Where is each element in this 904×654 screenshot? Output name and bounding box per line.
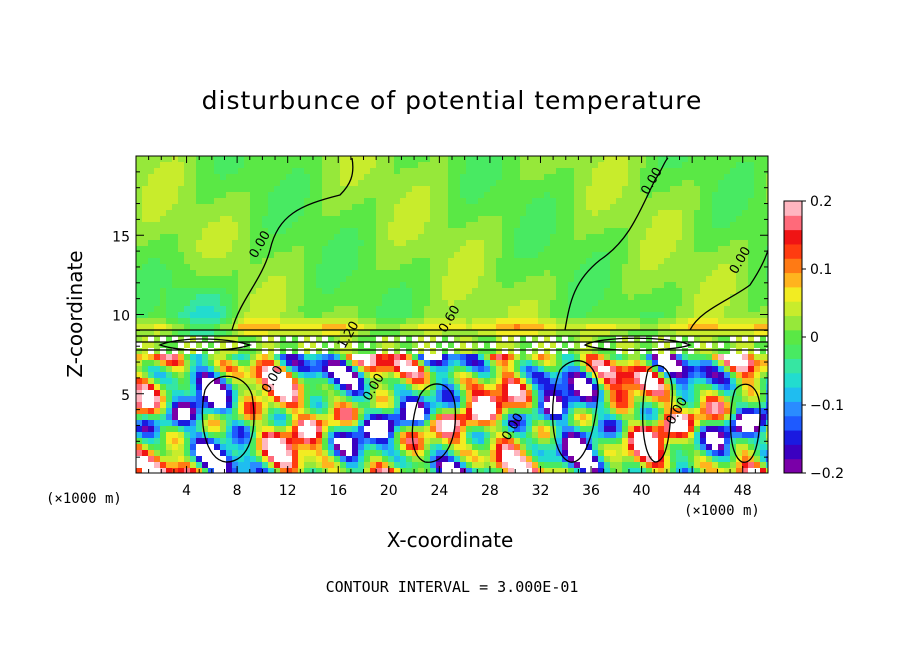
x-tick-label: 48 [734,483,752,499]
x-tick-label: 24 [430,483,448,499]
colorbar-tick-label: −0.1 [810,398,844,414]
y-tick-label: 15 [112,229,130,245]
colorbar-swatch [784,372,802,388]
colorbar-swatch [784,329,802,345]
colorbar-swatch [784,458,802,474]
colorbar-swatch [784,272,802,288]
contour-lines [136,157,768,463]
x-unit-left: (×1000 m) [46,491,122,507]
colorbar-swatch [784,358,802,374]
y-tick-label: 10 [112,309,130,325]
colorbar: 0.2 0.1 0 −0.1 −0.2 [783,194,844,482]
x-axis: 4 8 12 16 20 24 28 32 36 40 44 48 [148,156,756,499]
contour-line [158,338,253,351]
colorbar-swatch [784,315,802,331]
x-unit-right: (×1000 m) [684,503,760,519]
x-axis-label: X-coordinate [386,528,514,552]
colorbar-swatch [784,286,802,302]
colorbar-tick-label: −0.2 [810,466,844,482]
x-tick-label: 40 [633,483,651,499]
chart-title: disturbunce of potential temperature [201,86,703,115]
contour-line [729,383,761,463]
contour-line [564,157,669,331]
x-tick-label: 20 [380,483,398,499]
colorbar-tick-label: 0.2 [810,194,832,210]
contour-line [201,375,255,463]
x-tick-label: 28 [481,483,499,499]
y-tick-label: 5 [121,388,130,404]
colorbar-swatch [784,229,802,245]
colorbar-swatch [784,243,802,259]
colorbar-swatch [784,258,802,274]
colorbar-swatch [784,201,802,216]
x-tick-label: 36 [582,483,600,499]
contour-interval-note: CONTOUR INTERVAL = 3.000E-01 [325,578,579,596]
x-tick-label: 8 [233,483,242,499]
colorbar-swatch [784,215,802,231]
contour-line [552,360,599,463]
colorbar-swatch [784,415,802,431]
heatmap-field [136,156,768,473]
colorbar-swatch [784,387,802,402]
colorbar-swatch [784,444,802,460]
contour-line [231,157,354,331]
x-tick-label: 12 [279,483,297,499]
contour-line [136,329,768,351]
colorbar-tick-label: 0 [810,330,819,346]
contour-line [411,383,457,463]
x-tick-label: 16 [329,483,347,499]
colorbar-swatch [784,344,802,359]
contour-line [689,249,768,331]
colorbar-tick-label: 0.1 [810,262,832,278]
contour-line [642,364,674,463]
colorbar-swatch [784,430,802,445]
x-tick-label: 44 [683,483,701,499]
colorbar-swatch [784,301,802,317]
contour-line [583,337,692,351]
y-axis: 5 10 15 [112,171,768,458]
colorbar-swatch [784,401,802,417]
x-tick-label: 32 [532,483,550,499]
x-tick-label: 4 [182,483,191,499]
